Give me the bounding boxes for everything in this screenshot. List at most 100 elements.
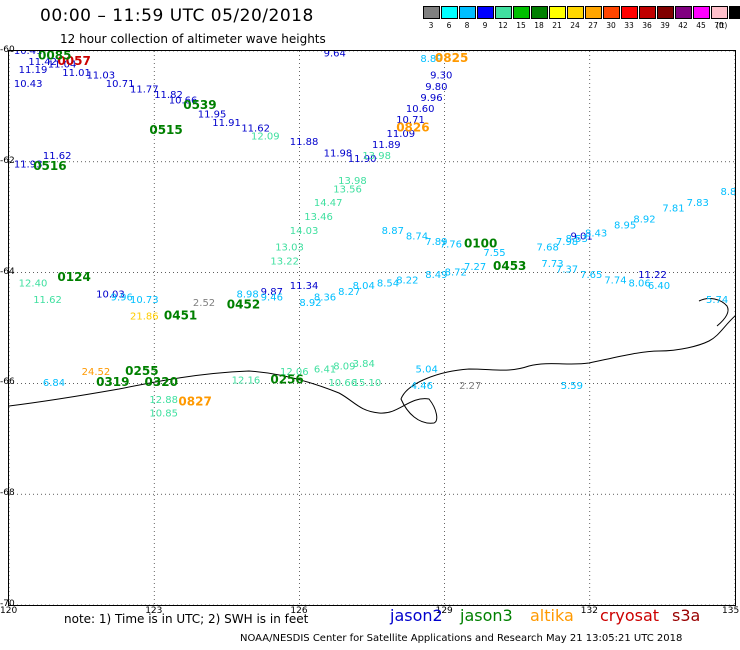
wave-height-value: 8.54 (377, 278, 399, 289)
footer-note: note: 1) Time is in UTC; 2) SWH is in fe… (64, 612, 309, 626)
wave-height-value: 8.89 (420, 54, 442, 65)
wave-height-value: 7.37 (556, 265, 578, 276)
wave-height-value: 14.03 (290, 226, 319, 237)
color-scale-cell: 27 (584, 6, 602, 30)
wave-height-value: 8.49 (425, 270, 447, 281)
wave-height-value: 8.74 (406, 231, 428, 242)
wave-height-value: 7.83 (687, 198, 709, 209)
color-scale-label: 18 (534, 21, 544, 30)
color-scale-label: 12 (498, 21, 508, 30)
page-subtitle: 12 hour collection of altimeter wave hei… (60, 32, 326, 46)
page-title: 00:00 – 11:59 UTC 05/20/2018 (40, 6, 314, 26)
color-swatch (512, 6, 530, 19)
color-scale-label: 39 (660, 21, 670, 30)
color-swatch (638, 6, 656, 19)
color-scale-cell (728, 6, 740, 30)
wave-height-value: 10.66 (169, 96, 198, 107)
wave-height-value: 4.46 (411, 381, 433, 392)
wave-height-labels: 10.4111.1911.4211.0410.4311.0111.0310.71… (14, 46, 740, 420)
wave-height-value: 9.64 (324, 51, 346, 60)
longitude-tick-label: 120 (0, 606, 18, 616)
wave-height-value: 11.62 (241, 123, 270, 134)
color-scale-label: 45 (696, 21, 706, 30)
pass-time-label: 0319 (96, 375, 129, 389)
wave-height-value: 11.62 (43, 151, 72, 162)
wave-height-value: 11.09 (387, 129, 416, 140)
color-scale-cell: 39 (656, 6, 674, 30)
color-scale-cell: 9 (476, 6, 494, 30)
wave-height-value: 8.87 (382, 226, 404, 237)
color-scale-label: 30 (606, 21, 616, 30)
wave-height-value: 8.53 (566, 234, 588, 245)
color-scale-label: 24 (570, 21, 580, 30)
wave-height-value: 7.65 (580, 270, 602, 281)
color-scale-cell: 36 (638, 6, 656, 30)
wave-height-value: 8.95 (614, 220, 636, 231)
wave-height-value: 6.84 (43, 378, 65, 389)
color-swatch (458, 6, 476, 19)
color-swatch (620, 6, 638, 19)
color-scale-cell: 70 (710, 6, 728, 30)
color-scale-cell: 18 (530, 6, 548, 30)
satellite-s3a: s3a (672, 606, 701, 625)
wave-height-value: 10.41 (14, 51, 43, 57)
pass-time-label: 0452 (227, 298, 260, 312)
wave-height-value: 7.55 (483, 248, 505, 259)
wave-height-value: 10.43 (14, 79, 43, 90)
color-scale-label: 27 (588, 21, 598, 30)
color-scale-cell: 33 (620, 6, 638, 30)
color-swatch (440, 6, 458, 19)
satellite-cryosat: cryosat (600, 606, 660, 625)
wave-height-value: 11.19 (19, 65, 48, 76)
color-scale-cell: 8 (458, 6, 476, 30)
color-swatch (566, 6, 584, 19)
color-scale-label: 42 (678, 21, 688, 30)
wave-height-value: 6.40 (648, 281, 670, 292)
wave-height-value: 9.96 (420, 93, 442, 104)
satellite-altika: altika (530, 606, 574, 625)
wave-height-value: 8.06 (629, 278, 651, 289)
color-scale-cell: 15 (512, 6, 530, 30)
color-scale-label: 8 (464, 21, 470, 30)
color-swatch (728, 6, 740, 19)
wave-height-value: 9.87 (261, 287, 283, 298)
wave-height-value: 8.98 (236, 290, 258, 301)
wave-height-value: 11.62 (33, 295, 62, 306)
color-scale-label: 33 (624, 21, 634, 30)
wave-height-value: 13.98 (338, 176, 367, 187)
wave-height-value: 7.81 (662, 204, 684, 215)
wave-height-value: 24.52 (82, 367, 111, 378)
pass-time-label: 0255 (125, 364, 158, 378)
wave-height-value: 10.85 (149, 409, 178, 420)
wave-height-value: 2.27 (459, 381, 481, 392)
antarctic-coastline-inlet (698, 298, 729, 327)
wave-height-value: 13.46 (304, 212, 333, 223)
color-scale-label: 6 (446, 21, 452, 30)
pass-time-label: 0320 (145, 375, 178, 389)
wave-height-value: 14.47 (314, 198, 343, 209)
wave-height-value: 8.27 (338, 287, 360, 298)
wave-height-value: 8.22 (396, 276, 418, 287)
wave-height-value: 11.34 (290, 281, 319, 292)
pass-time-label: 0516 (33, 159, 66, 173)
wave-height-value: 5.04 (416, 364, 438, 375)
wave-height-value: 11.42 (28, 57, 57, 68)
pass-time-label: 0827 (178, 395, 211, 409)
color-scale-label: 36 (642, 21, 652, 30)
color-scale-label: 15 (516, 21, 526, 30)
lat-lon-grid (8, 50, 736, 606)
wave-height-value: 12.16 (232, 375, 261, 386)
wave-height-value: 7.27 (464, 262, 486, 273)
wave-height-value: 11.04 (48, 60, 77, 71)
latitude-tick-label: -62 (0, 155, 15, 166)
color-swatch (602, 6, 620, 19)
wave-height-value: 11.93 (14, 159, 43, 170)
wave-height-value: 7.74 (604, 276, 626, 287)
pass-time-label: 0453 (493, 259, 526, 273)
wave-height-value: 10.66 (328, 378, 357, 389)
wave-height-value: 13.98 (362, 151, 391, 162)
wave-height-value: 5.59 (561, 381, 583, 392)
pass-time-label: 0515 (149, 123, 182, 137)
color-scale-legend: 3 6 8 9 12 15 18 21 24 27 30 33 36 39 42 45 70 (422, 6, 740, 30)
wave-height-value: 9.30 (430, 71, 452, 82)
